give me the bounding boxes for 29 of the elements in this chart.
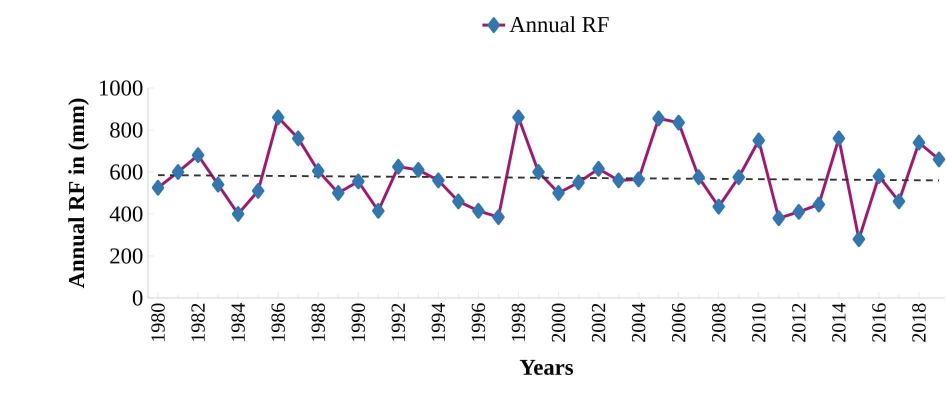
x-tick-label: 2000 [552, 303, 566, 342]
x-tick-label: 1992 [392, 304, 406, 341]
legend-label: Annual RF [510, 16, 609, 32]
x-tick-label: 2012 [792, 304, 806, 342]
x-tick-label: 1986 [271, 303, 285, 341]
x-tick-label: 1980 [151, 303, 165, 341]
x-tick-label: 1998 [512, 303, 526, 341]
x-tick-label: 1994 [432, 303, 446, 341]
x-tick-label: 2002 [592, 304, 606, 342]
x-tick-label: 2008 [712, 303, 726, 342]
x-tick-label: 2014 [832, 303, 846, 342]
x-tick-label: 1984 [231, 303, 245, 341]
x-tick-label: 1988 [311, 303, 325, 341]
y-axis-title: Annual RF in (mm) [68, 98, 89, 288]
x-tick-label: 1990 [352, 303, 366, 341]
y-tick-label: 600 [110, 164, 142, 180]
x-tick-label: 2004 [632, 303, 646, 342]
x-tick-label: 2006 [672, 303, 686, 342]
y-tick-label: 400 [110, 206, 142, 222]
x-tick-label: 1996 [472, 303, 486, 341]
x-tick-label: 1982 [191, 304, 205, 341]
y-tick-label: 0 [132, 290, 142, 306]
y-tick-label: 1000 [100, 80, 142, 96]
x-axis-title: Years [520, 360, 574, 375]
x-tick-label: 2018 [912, 303, 926, 342]
x-tick-label: 2010 [752, 303, 766, 342]
y-tick-label: 800 [110, 122, 142, 138]
y-tick-label: 200 [110, 248, 142, 264]
x-tick-label: 2016 [872, 303, 886, 342]
